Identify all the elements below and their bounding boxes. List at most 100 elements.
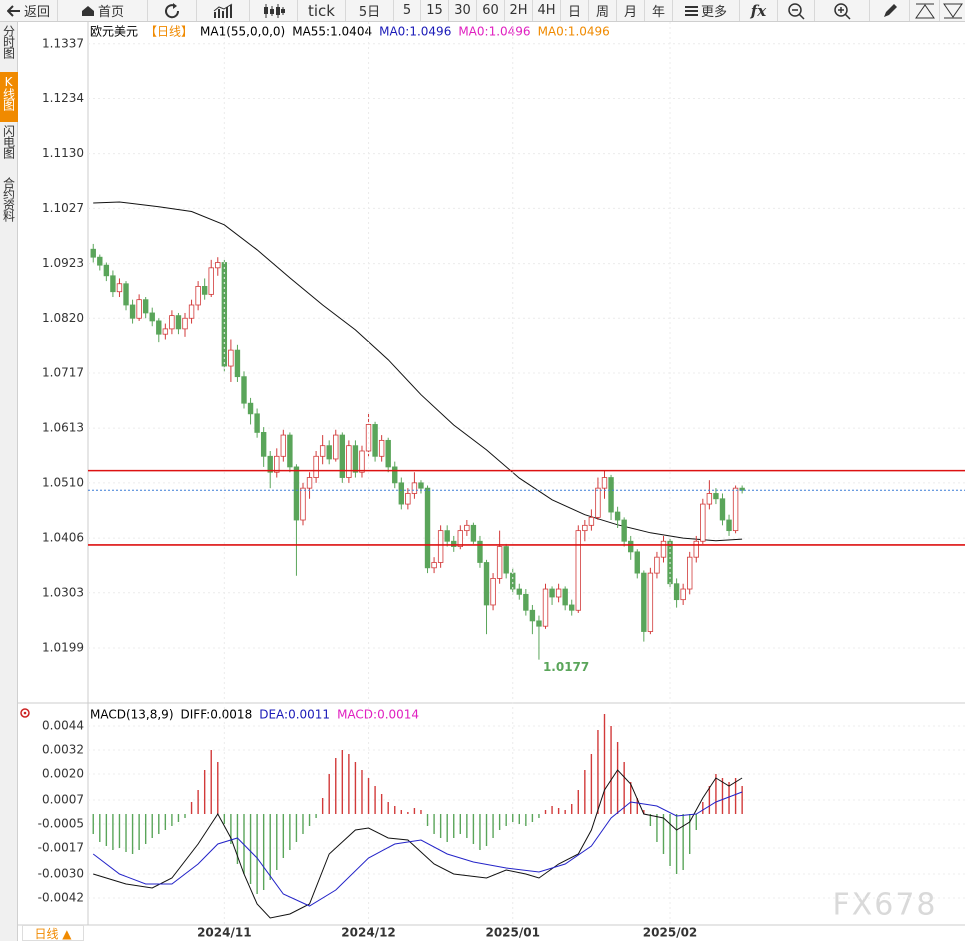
- candle-body: [110, 275, 116, 293]
- candle-body: [516, 588, 522, 595]
- candle-body: [116, 283, 123, 293]
- period-15[interactable]: 15: [421, 0, 449, 21]
- period-4h[interactable]: 4H: [533, 0, 561, 21]
- candle-body: [411, 482, 418, 494]
- period-tab[interactable]: 日线 ▲: [22, 925, 84, 941]
- legend-text: MA0:1.0496: [538, 25, 610, 39]
- candle-body: [549, 588, 555, 598]
- zoom-in-button[interactable]: [815, 0, 870, 21]
- candle-body: [293, 466, 300, 521]
- candle-body: [700, 503, 706, 542]
- period-label: 4H: [537, 3, 556, 18]
- legend-text: MA0:1.0496: [458, 25, 530, 39]
- sidebar-tab[interactable]: 分时图: [1, 25, 16, 58]
- indicator-line: [93, 201, 743, 542]
- sidebar-tab[interactable]: 合约资料: [1, 177, 16, 221]
- period-day[interactable]: 日: [561, 0, 589, 21]
- candle-body: [188, 304, 195, 319]
- home-button[interactable]: 首页: [58, 0, 148, 21]
- candle-body: [595, 487, 601, 518]
- formula-button[interactable]: fx: [740, 0, 778, 21]
- candle-body: [156, 320, 162, 335]
- candle-body: [129, 304, 136, 319]
- candle-body: [372, 424, 378, 457]
- toolbar: 返回 首页 tick 5日 5 15 30 60 2H 4H 日 周 月 年 更…: [0, 0, 965, 22]
- period-5[interactable]: 5: [394, 0, 421, 21]
- candle-body: [195, 286, 201, 306]
- period-label: 5: [402, 3, 412, 18]
- candle-body: [352, 445, 359, 473]
- candle-body: [313, 455, 319, 478]
- period-year[interactable]: 年: [645, 0, 673, 21]
- period-week[interactable]: 周: [589, 0, 617, 21]
- pen-icon: [883, 3, 897, 17]
- period-60[interactable]: 60: [477, 0, 505, 21]
- period-label: 月: [623, 5, 637, 20]
- back-label: 返回: [23, 5, 50, 20]
- period-tick[interactable]: tick: [298, 0, 346, 21]
- period-5d[interactable]: 5日: [346, 0, 394, 21]
- candle-body: [457, 530, 463, 547]
- candle-body: [496, 546, 503, 579]
- candle-body: [562, 588, 568, 606]
- candle-body: [385, 439, 391, 468]
- candle-body: [260, 432, 267, 457]
- period-2h[interactable]: 2H: [505, 0, 533, 21]
- period-month[interactable]: 月: [617, 0, 645, 21]
- period-30[interactable]: 30: [449, 0, 477, 21]
- tool-button[interactable]: [910, 0, 940, 21]
- sidebar-tab-active[interactable]: K线图: [0, 72, 18, 122]
- candle-body: [267, 455, 273, 473]
- candle-body: [490, 578, 496, 606]
- menu-icon: [684, 5, 698, 16]
- back-button[interactable]: 返回: [0, 0, 58, 21]
- draw-button[interactable]: [870, 0, 910, 21]
- triangle-icon: [942, 3, 963, 18]
- x-tick-label: 2024/12: [341, 926, 395, 940]
- candle-body: [588, 516, 595, 526]
- candle-body: [280, 434, 287, 457]
- candle-body: [477, 540, 483, 563]
- candle-body: [739, 487, 745, 491]
- zoom-out-button[interactable]: [778, 0, 815, 21]
- candle-body: [254, 413, 260, 433]
- candle-body: [726, 519, 732, 532]
- candle-button[interactable]: [250, 0, 298, 21]
- candle-body: [601, 477, 608, 489]
- candle-body: [326, 445, 332, 460]
- more-button[interactable]: 更多: [673, 0, 740, 21]
- y-tick-label: 1.0510: [42, 475, 84, 489]
- candle-body: [339, 434, 346, 478]
- period-label: 30: [454, 3, 471, 18]
- candle-body: [673, 583, 680, 601]
- x-tick-label: 2024/11: [197, 926, 251, 940]
- legend-text: DEA:0.0011: [259, 708, 330, 722]
- candle-body: [346, 445, 352, 478]
- candle-body: [529, 609, 536, 622]
- legend-text: MA0:1.0496: [379, 25, 451, 39]
- legend-text: MA55:1.0404: [292, 25, 372, 39]
- candle-body: [470, 524, 477, 542]
- candle-body: [680, 588, 686, 601]
- candle-body: [405, 493, 411, 505]
- settings-icon[interactable]: [20, 708, 30, 718]
- y-tick-label: -0.0030: [38, 867, 84, 881]
- formula-label: fx: [750, 1, 767, 20]
- period-label: tick: [308, 1, 335, 20]
- indicator-button[interactable]: [197, 0, 250, 21]
- y-tick-label: 0.0032: [42, 743, 84, 757]
- candle-body: [287, 434, 293, 468]
- more-label: 更多: [700, 5, 727, 20]
- y-tick-label: 1.0303: [42, 585, 84, 599]
- tool-button[interactable]: [940, 0, 965, 21]
- candle-body: [378, 439, 385, 457]
- candle-body: [575, 530, 581, 611]
- refresh-button[interactable]: [148, 0, 197, 21]
- candle-body: [503, 546, 509, 574]
- legend-text: DIFF:0.0018: [181, 708, 253, 722]
- candle-body: [523, 593, 529, 611]
- candle-body: [123, 283, 129, 306]
- candle-body: [319, 445, 326, 457]
- sidebar-tab[interactable]: 闪电图: [1, 125, 16, 158]
- candle-body: [247, 402, 254, 415]
